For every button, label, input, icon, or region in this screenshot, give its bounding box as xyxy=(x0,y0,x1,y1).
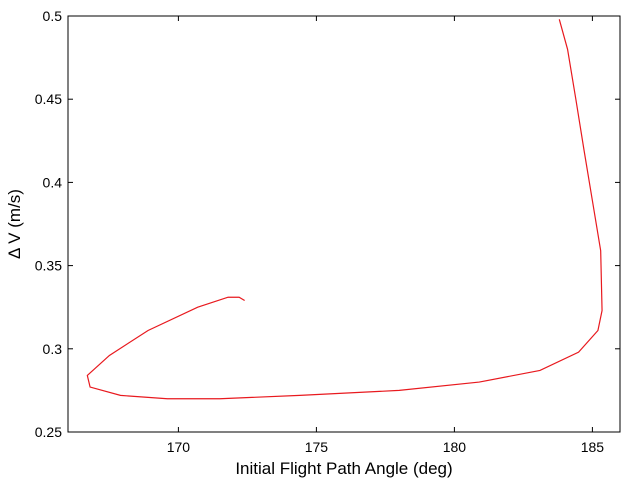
x-tick-label: 185 xyxy=(581,439,605,455)
x-axis-label: Initial Flight Path Angle (deg) xyxy=(235,459,452,478)
x-tick-label: 180 xyxy=(443,439,467,455)
x-tick-label: 175 xyxy=(305,439,329,455)
plot-frame xyxy=(67,15,621,433)
y-tick-label: 0.25 xyxy=(35,424,62,440)
y-tick-label: 0.45 xyxy=(35,91,62,107)
y-tick-label: 0.35 xyxy=(35,258,62,274)
y-axis-label: Δ V (m/s) xyxy=(5,189,24,259)
x-tick-label: 170 xyxy=(167,439,191,455)
y-tick-label: 0.3 xyxy=(43,341,63,357)
y-tick-label: 0.4 xyxy=(43,174,63,190)
y-tick-label: 0.5 xyxy=(43,8,63,24)
data-line xyxy=(86,19,603,400)
